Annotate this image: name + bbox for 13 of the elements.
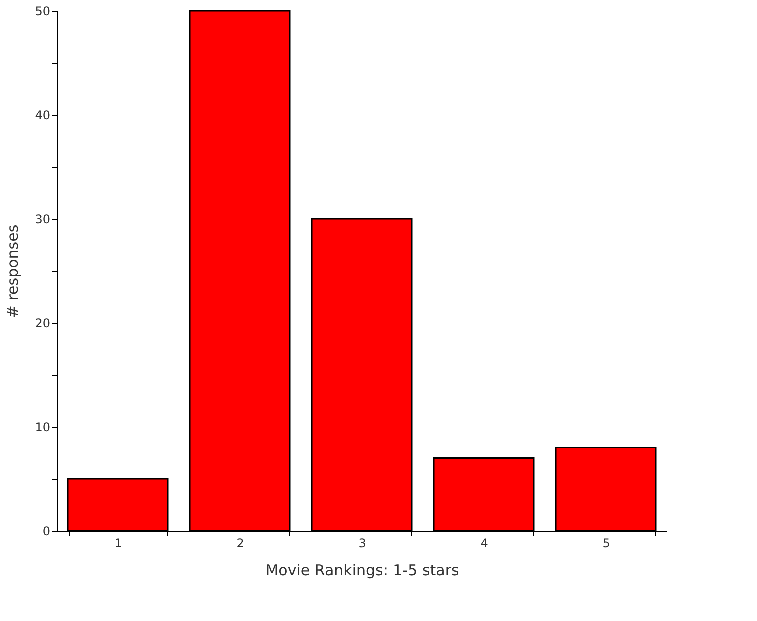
y-tick-label: 30 (35, 212, 50, 226)
x-tick-label: 3 (358, 536, 366, 550)
x-tick-label: 1 (114, 536, 122, 550)
y-tick-label: 40 (35, 108, 50, 122)
x-tick-label: 5 (602, 536, 610, 550)
y-axis-title: # responses (4, 224, 22, 318)
y-tick-label: 50 (35, 4, 50, 18)
y-tick-label: 20 (35, 316, 50, 330)
y-tick-label: 0 (42, 524, 50, 538)
x-tick-label: 2 (236, 536, 244, 550)
x-axis-title: Movie Rankings: 1-5 stars (266, 562, 460, 580)
y-tick-label: 10 (35, 420, 50, 434)
x-tick-label: 4 (480, 536, 488, 550)
